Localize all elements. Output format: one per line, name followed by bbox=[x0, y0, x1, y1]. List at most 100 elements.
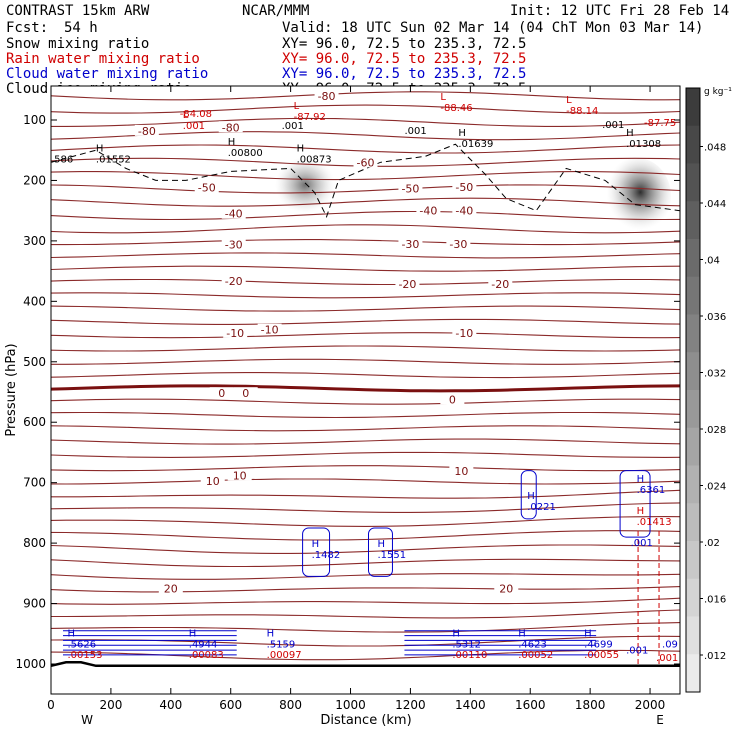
isotherm-label: -10 bbox=[226, 327, 244, 340]
colorbar-tick-label: .028 bbox=[704, 425, 726, 436]
fcst-value: 54 h bbox=[64, 20, 98, 36]
colorbar-swatch bbox=[686, 352, 700, 390]
extremum-letter: H bbox=[527, 491, 535, 502]
y-tick-label: 700 bbox=[23, 476, 46, 490]
isotherm-label: -40 bbox=[455, 205, 473, 218]
colorbar-tick-label: .04 bbox=[704, 256, 720, 267]
isotherm-label: -10 bbox=[455, 327, 473, 340]
extremum-letter: L bbox=[440, 92, 446, 103]
extremum-letter: H bbox=[267, 629, 275, 640]
extremum-value: .00052 bbox=[518, 650, 553, 661]
colorbar-tick-label: .02 bbox=[704, 538, 720, 549]
x-tick-label: 1400 bbox=[455, 698, 486, 712]
extremum-letter: H bbox=[626, 128, 634, 139]
extremum-letter: H bbox=[67, 629, 75, 640]
extremum-value: -84.08 bbox=[180, 109, 212, 120]
model-title: CONTRAST 15km ARW bbox=[6, 3, 150, 19]
x-tick-label: 2000 bbox=[635, 698, 666, 712]
colorbar: .048.044.04.036.032.028.024.02.016.012 bbox=[686, 88, 726, 693]
extremum-value: .01552 bbox=[96, 154, 131, 165]
extremum-value: .00110 bbox=[452, 650, 487, 661]
extremum-letter: H bbox=[637, 474, 645, 485]
isotherm-label: -80 bbox=[318, 90, 336, 103]
colorbar-swatch bbox=[686, 503, 700, 541]
y-tick-label: 1000 bbox=[15, 657, 46, 671]
center-title: NCAR/MMM bbox=[242, 3, 309, 19]
extremum-value: .01308 bbox=[626, 139, 661, 150]
extremum-value: .00055 bbox=[584, 650, 619, 661]
extremum-value: .6361 bbox=[637, 485, 666, 496]
extremum-value: .001 bbox=[631, 538, 653, 549]
isotherm-label: -40 bbox=[225, 208, 243, 221]
extremum-value: .1551 bbox=[377, 550, 406, 561]
x-tick-label: 600 bbox=[219, 698, 242, 712]
colorbar-tick-label: .032 bbox=[704, 369, 726, 380]
fcst-label: Fcst: bbox=[6, 20, 48, 36]
colorbar-tick-label: .048 bbox=[704, 143, 726, 154]
extremum-letter: H bbox=[228, 137, 236, 148]
isotherm-label: -10 bbox=[261, 324, 279, 337]
isotherm-label: 10 bbox=[233, 469, 247, 482]
valid-time: Valid: 18 UTC Sun 02 Mar 14 (04 ChT Mon … bbox=[282, 20, 703, 36]
colorbar-swatch bbox=[686, 466, 700, 504]
x-tick-label: 1000 bbox=[335, 698, 366, 712]
extremum-letter: H bbox=[189, 629, 197, 640]
colorbar-tick-label: .024 bbox=[704, 482, 726, 493]
extremum-letter: H bbox=[96, 143, 104, 154]
cloud-ice-shading bbox=[603, 158, 671, 234]
extremum-value: .00153 bbox=[67, 650, 102, 661]
field-name-snow: Snow mixing ratio bbox=[6, 36, 149, 52]
isotherm-label: 0 bbox=[449, 393, 456, 406]
y-tick-label: 600 bbox=[23, 415, 46, 429]
isotherm-label: -20 bbox=[225, 275, 243, 288]
colorbar-swatch bbox=[686, 277, 700, 315]
isotherm-label: -30 bbox=[401, 238, 419, 251]
extremum-letter: H bbox=[518, 629, 526, 640]
isotherm-label: 10 bbox=[454, 465, 468, 478]
extremum-letter: H bbox=[584, 629, 592, 640]
west-label: W bbox=[81, 713, 93, 727]
colorbar-swatch bbox=[686, 126, 700, 164]
y-tick-label: 100 bbox=[23, 113, 46, 127]
colorbar-tick-label: .016 bbox=[704, 595, 726, 606]
isotherm-label: 0 bbox=[242, 387, 249, 400]
extremum-letter: L bbox=[566, 95, 572, 106]
field-xy-snow: XY= 96.0, 72.5 to 235.3, 72.5 bbox=[282, 36, 526, 52]
field-xy-cloudwater: XY= 96.0, 72.5 to 235.3, 72.5 bbox=[282, 66, 526, 82]
extremum-letter: H bbox=[458, 128, 466, 139]
extremum-value: .09 bbox=[662, 640, 678, 651]
extremum-letter: H bbox=[637, 506, 645, 517]
isotherm-label: 20 bbox=[499, 582, 513, 595]
extremum-value: .01413 bbox=[637, 517, 672, 528]
colorbar-swatch bbox=[686, 88, 700, 126]
east-label: E bbox=[656, 713, 664, 727]
colorbar-tick-label: .036 bbox=[704, 312, 726, 323]
colorbar-swatch bbox=[686, 390, 700, 428]
y-tick-label: 300 bbox=[23, 234, 46, 248]
extremum-letter: H bbox=[312, 539, 320, 550]
extremum-value: .00083 bbox=[189, 650, 224, 661]
y-tick-label: 800 bbox=[23, 536, 46, 550]
extremum-value: .1482 bbox=[312, 550, 341, 561]
isotherm-label: 10 bbox=[206, 475, 220, 488]
colorbar-swatch bbox=[686, 579, 700, 617]
colorbar-swatch bbox=[686, 201, 700, 239]
isotherm-label: 20 bbox=[164, 582, 178, 595]
extremum-value: .00800 bbox=[228, 148, 263, 159]
extremum-value: .0221 bbox=[527, 502, 556, 513]
isotherm-label: -50 bbox=[198, 182, 216, 195]
init-time: Init: 12 UTC Fri 28 Feb 14 bbox=[510, 3, 729, 19]
extremum-letter: L bbox=[294, 101, 300, 112]
x-tick-label: 0 bbox=[47, 698, 55, 712]
x-tick-label: 800 bbox=[279, 698, 302, 712]
y-tick-label: 900 bbox=[23, 597, 46, 611]
extremum-value: .001 bbox=[183, 121, 205, 132]
isotherm-label: -80 bbox=[222, 121, 240, 134]
isotherm-label: 0 bbox=[218, 387, 225, 400]
isotherm-label: -50 bbox=[455, 181, 473, 194]
colorbar-swatch bbox=[686, 541, 700, 579]
x-tick-label: 200 bbox=[99, 698, 122, 712]
extremum-letter: H bbox=[377, 539, 385, 550]
extremum-value: .01639 bbox=[458, 139, 493, 150]
extremum-value: .001 bbox=[602, 120, 624, 131]
